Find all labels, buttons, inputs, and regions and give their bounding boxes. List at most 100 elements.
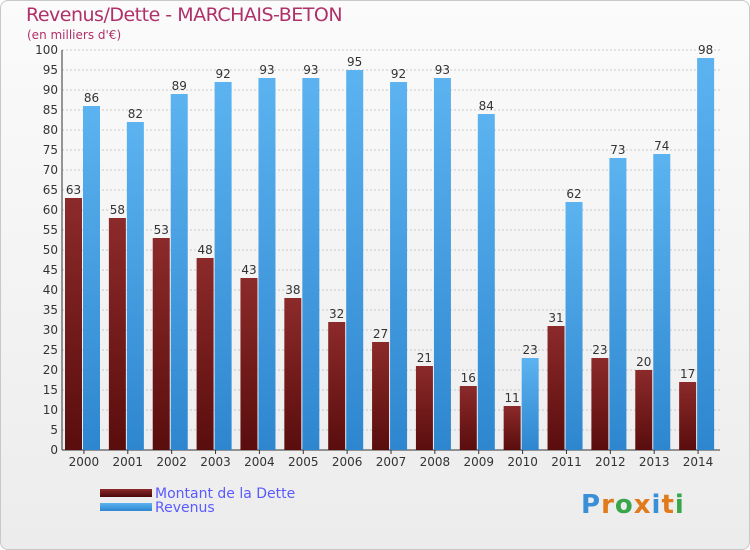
data-label-dette: 38	[285, 283, 300, 297]
data-label-dette: 16	[461, 371, 476, 385]
y-tick-label: 60	[43, 203, 58, 217]
brand-letter: r	[601, 490, 615, 520]
data-label-revenus: 93	[259, 63, 274, 77]
y-tick-label: 85	[43, 103, 58, 117]
chart-title: Revenus/Dette - MARCHAIS-BETON	[26, 4, 343, 26]
bar-dette	[547, 326, 565, 450]
data-label-dette: 31	[548, 311, 563, 325]
data-label-dette: 17	[680, 367, 695, 381]
data-label-revenus: 62	[566, 187, 581, 201]
legend-label-dette: Montant de la Dette	[155, 486, 296, 502]
data-label-dette: 53	[154, 223, 169, 237]
bar-dette	[328, 322, 346, 450]
brand-letter: i	[651, 490, 662, 520]
bar-revenus	[346, 70, 364, 450]
y-tick-label: 100	[35, 43, 58, 57]
x-tick-label: 2010	[507, 455, 538, 469]
data-label-revenus: 23	[523, 343, 538, 357]
legend-swatch-dette	[100, 489, 152, 497]
y-tick-label: 15	[43, 383, 58, 397]
y-tick-label: 45	[43, 263, 58, 277]
data-label-dette: 63	[66, 183, 81, 197]
x-tick-label: 2014	[683, 455, 714, 469]
bar-dette	[65, 198, 82, 450]
bar-revenus	[565, 202, 583, 450]
bar-dette	[240, 278, 258, 450]
bar-dette	[196, 258, 214, 450]
y-tick-label: 0	[50, 443, 58, 457]
x-tick-label: 2009	[463, 455, 494, 469]
data-label-dette: 32	[329, 307, 344, 321]
bar-revenus	[302, 78, 320, 450]
labels-layer: 0 5 10 15 20 25 30 35 40 45 50 55 60 65 70 75 80 85 90 95 10…	[35, 43, 713, 469]
bar-revenus	[609, 158, 627, 450]
x-tick-label: 2012	[595, 455, 626, 469]
brand-letter: i	[674, 490, 685, 520]
bar-revenus	[126, 122, 144, 450]
bar-revenus	[83, 106, 100, 450]
x-tick-label: 2002	[156, 455, 187, 469]
brand-letter: t	[661, 490, 675, 520]
bar-dette	[284, 298, 302, 450]
legend-label-revenus: Revenus	[155, 500, 215, 516]
data-label-dette: 27	[373, 327, 388, 341]
brand-letter: o	[614, 490, 634, 520]
data-label-revenus: 98	[698, 43, 713, 57]
bar-dette	[152, 238, 170, 450]
y-tick-label: 55	[43, 223, 58, 237]
y-tick-label: 5	[50, 423, 58, 437]
bar-revenus	[653, 154, 671, 450]
data-label-revenus: 73	[610, 143, 625, 157]
brand-letter: x	[633, 490, 652, 520]
bar-revenus	[258, 78, 276, 450]
data-label-dette: 43	[241, 263, 256, 277]
data-label-dette: 58	[110, 203, 125, 217]
y-tick-label: 95	[43, 63, 58, 77]
bar-revenus	[170, 94, 188, 450]
x-tick-label: 2008	[420, 455, 451, 469]
x-tick-label: 2011	[551, 455, 582, 469]
bar-revenus	[433, 78, 451, 450]
x-tick-label: 2005	[288, 455, 319, 469]
data-label-dette: 20	[636, 355, 651, 369]
bar-dette	[372, 342, 390, 450]
data-label-dette: 21	[417, 351, 432, 365]
bar-dette	[591, 358, 609, 450]
y-tick-label: 90	[43, 83, 58, 97]
bar-dette	[415, 366, 433, 450]
data-label-dette: 23	[592, 343, 607, 357]
y-tick-label: 40	[43, 283, 58, 297]
bar-revenus	[390, 82, 408, 450]
x-tick-label: 2003	[200, 455, 231, 469]
data-label-revenus: 86	[84, 91, 99, 105]
x-tick-label: 2007	[376, 455, 407, 469]
data-label-revenus: 93	[303, 63, 318, 77]
bar-dette	[503, 406, 521, 450]
y-tick-label: 10	[43, 403, 58, 417]
y-tick-label: 50	[43, 243, 58, 257]
x-tick-label: 2000	[69, 455, 100, 469]
y-tick-label: 20	[43, 363, 58, 377]
data-label-revenus: 74	[654, 139, 669, 153]
bar-dette	[635, 370, 653, 450]
brand-logo: Proxiti	[581, 490, 685, 520]
legend-swatch-revenus	[100, 503, 152, 511]
bar-revenus	[214, 82, 232, 450]
data-label-dette: 48	[197, 243, 212, 257]
y-tick-label: 70	[43, 163, 58, 177]
x-tick-label: 2001	[113, 455, 144, 469]
y-tick-label: 80	[43, 123, 58, 137]
data-label-revenus: 89	[172, 79, 187, 93]
bar-dette	[459, 386, 477, 450]
bar-revenus	[697, 58, 715, 450]
x-tick-label: 2013	[639, 455, 670, 469]
data-label-revenus: 92	[215, 67, 230, 81]
y-tick-label: 30	[43, 323, 58, 337]
x-tick-label: 2006	[332, 455, 363, 469]
bar-dette	[679, 382, 697, 450]
chart-subtitle: (en milliers d'€)	[27, 28, 122, 42]
bars-layer	[65, 58, 715, 450]
data-label-revenus: 82	[128, 107, 143, 121]
y-tick-label: 75	[43, 143, 58, 157]
